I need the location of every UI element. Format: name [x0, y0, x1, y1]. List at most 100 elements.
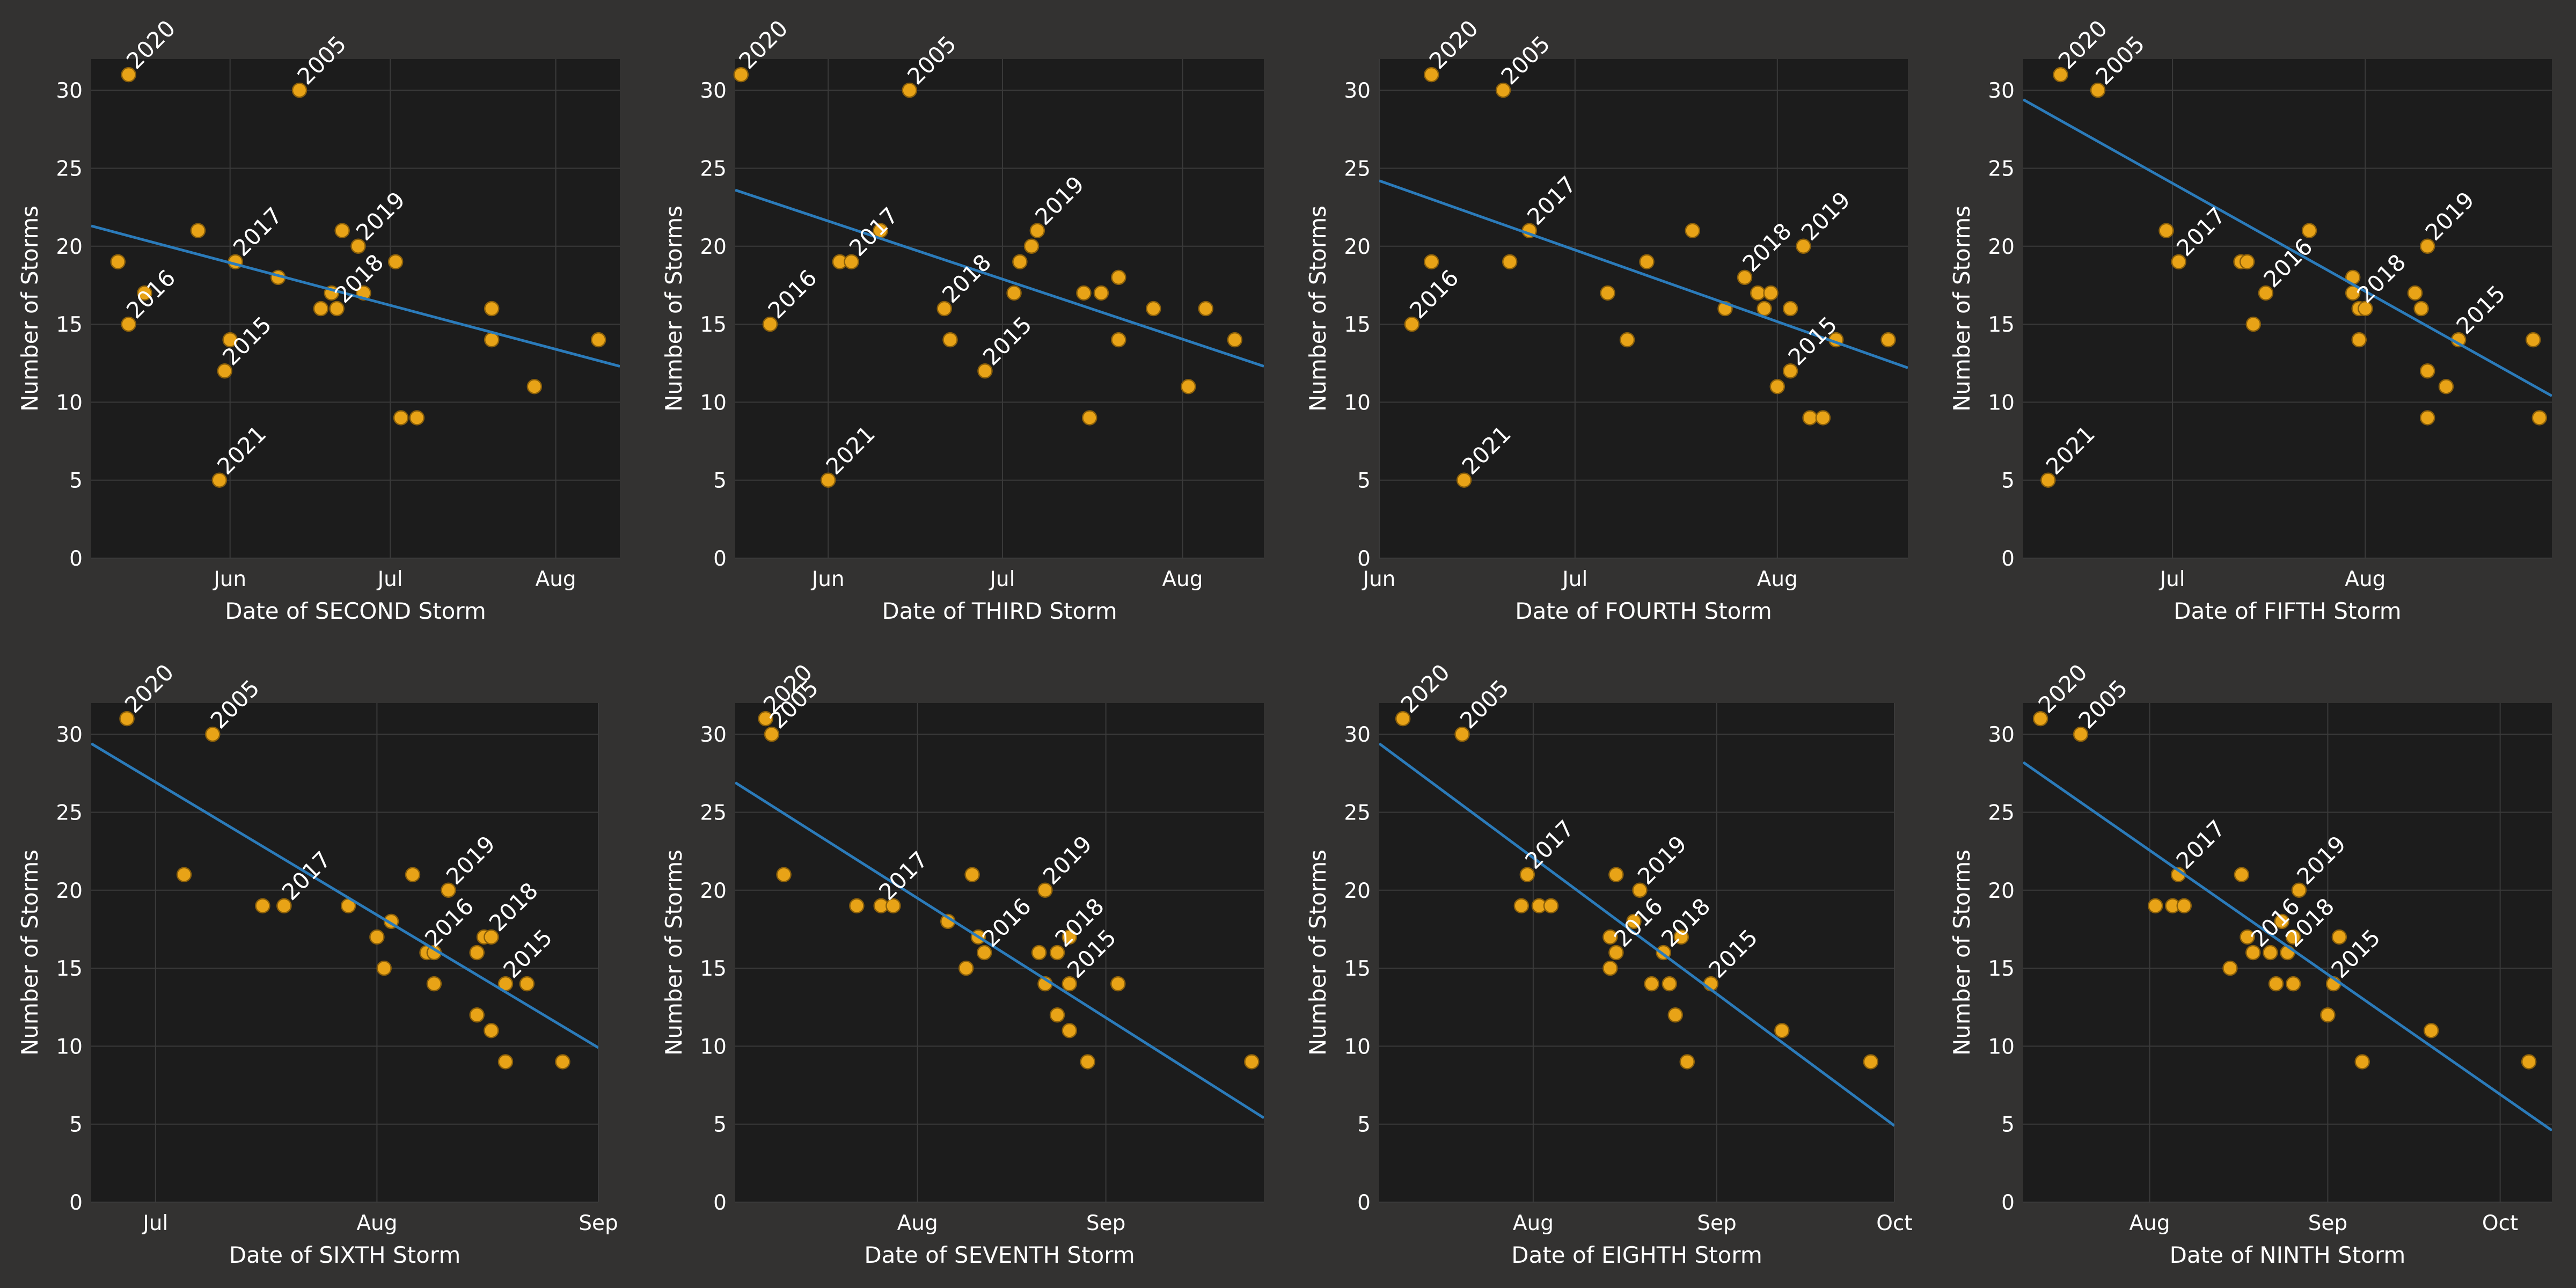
trend-line: [91, 224, 620, 368]
data-point: [776, 867, 792, 882]
y-tick-label: 5: [713, 469, 727, 493]
data-point: [211, 472, 228, 488]
data-point: [820, 472, 836, 488]
data-point: [1454, 726, 1470, 742]
data-point: [1796, 238, 1811, 254]
y-tick-label: 10: [56, 1035, 83, 1059]
x-tick-label: Aug: [2129, 1211, 2170, 1235]
data-point: [2040, 472, 2056, 488]
data-point: [2423, 1023, 2439, 1038]
data-point: [976, 945, 992, 961]
data-point: [2438, 379, 2454, 394]
data-point: [1602, 960, 1618, 976]
data-point: [484, 929, 499, 945]
data-point: [1513, 898, 1529, 914]
y-tick-label: 20: [700, 235, 727, 259]
data-point: [1757, 301, 1772, 317]
data-point: [329, 301, 345, 317]
data-point: [2268, 976, 2284, 992]
data-point: [1062, 929, 1077, 945]
data-point: [1227, 332, 1243, 348]
data-point: [119, 711, 135, 727]
data-point: [1763, 285, 1779, 301]
data-point: [393, 410, 409, 426]
y-axis-label: Number of Storms: [1949, 850, 1975, 1056]
data-point: [2234, 867, 2250, 882]
data-point: [2245, 945, 2261, 961]
data-point: [426, 976, 442, 992]
data-point: [2291, 882, 2307, 898]
data-point: [110, 254, 126, 270]
y-tick-label: 15: [56, 313, 83, 337]
data-point: [1880, 332, 1896, 348]
data-point: [2263, 945, 2278, 961]
x-tick-label: Sep: [579, 1211, 618, 1235]
data-point: [1774, 1023, 1790, 1038]
data-point: [1782, 301, 1798, 317]
trend-line: [1379, 179, 1908, 369]
data-point: [2531, 410, 2548, 426]
data-point: [2222, 960, 2238, 976]
data-point: [1404, 316, 1420, 332]
plot-area: [91, 703, 598, 1202]
y-tick-label: 5: [69, 469, 83, 493]
data-point: [1737, 269, 1753, 286]
y-tick-label: 0: [69, 1191, 83, 1215]
y-axis-label: Number of Storms: [661, 206, 687, 412]
data-point: [2274, 913, 2290, 930]
data-point: [2158, 223, 2174, 238]
data-point: [1076, 285, 1092, 301]
x-tick-label: Aug: [1757, 567, 1798, 591]
y-axis-label: Number of Storms: [17, 850, 43, 1056]
data-point: [942, 332, 958, 348]
data-point: [1023, 238, 1040, 254]
y-tick-label: 30: [700, 79, 727, 103]
y-tick-label: 15: [1988, 313, 2015, 337]
x-tick-label: Aug: [536, 567, 576, 591]
plot-area: [735, 703, 1264, 1202]
data-point: [2053, 67, 2068, 83]
y-tick-label: 15: [1344, 313, 1371, 337]
y-tick-label: 0: [713, 1191, 727, 1215]
data-point: [497, 1054, 514, 1070]
y-tick-label: 20: [1988, 879, 2015, 903]
data-point: [121, 67, 136, 83]
y-tick-label: 30: [1988, 79, 2015, 103]
chart-panel-3: 0 5 10 15 20 25 30 Jun Jul Aug Date of FOURTH Stor…: [1305, 15, 1908, 624]
data-point: [1600, 285, 1615, 301]
y-tick-label: 5: [69, 1113, 83, 1137]
data-point: [2320, 1007, 2336, 1023]
plot-area: [735, 59, 1264, 558]
data-point: [369, 929, 385, 945]
data-point: [964, 867, 980, 882]
y-tick-label: 10: [56, 391, 83, 415]
data-point: [334, 223, 350, 238]
x-tick-label: Aug: [897, 1211, 938, 1235]
data-point: [2301, 223, 2317, 238]
plot-area: [1379, 703, 1894, 1202]
trend-line: [1379, 742, 1894, 1127]
data-point: [762, 316, 778, 332]
data-point: [1395, 711, 1411, 727]
x-tick-label: Sep: [1086, 1211, 1126, 1235]
trend-line: [735, 781, 1264, 1119]
data-point: [2032, 711, 2048, 727]
y-tick-label: 5: [713, 1113, 727, 1137]
data-point: [1626, 913, 1642, 930]
data-point: [313, 301, 329, 317]
data-point: [1543, 898, 1559, 914]
data-point: [1662, 976, 1677, 992]
data-point: [555, 1054, 570, 1070]
data-point: [1080, 1054, 1095, 1070]
y-tick-label: 15: [700, 313, 727, 337]
x-axis-label: Date of NINTH Storm: [2170, 1242, 2406, 1268]
data-point: [1685, 223, 1700, 238]
data-point: [1608, 945, 1624, 961]
chart-panel-6: 0 5 10 15 20 25 30 Aug Sep Date of SEVENTH Storm N…: [661, 659, 1264, 1268]
data-point: [2331, 929, 2347, 945]
data-point: [1769, 379, 1785, 394]
chart-panel-8: 0 5 10 15 20 25 30 Aug Sep Oct Date of NINTH Storm…: [1949, 659, 2552, 1268]
data-point: [1750, 285, 1766, 301]
data-point: [2073, 726, 2089, 742]
